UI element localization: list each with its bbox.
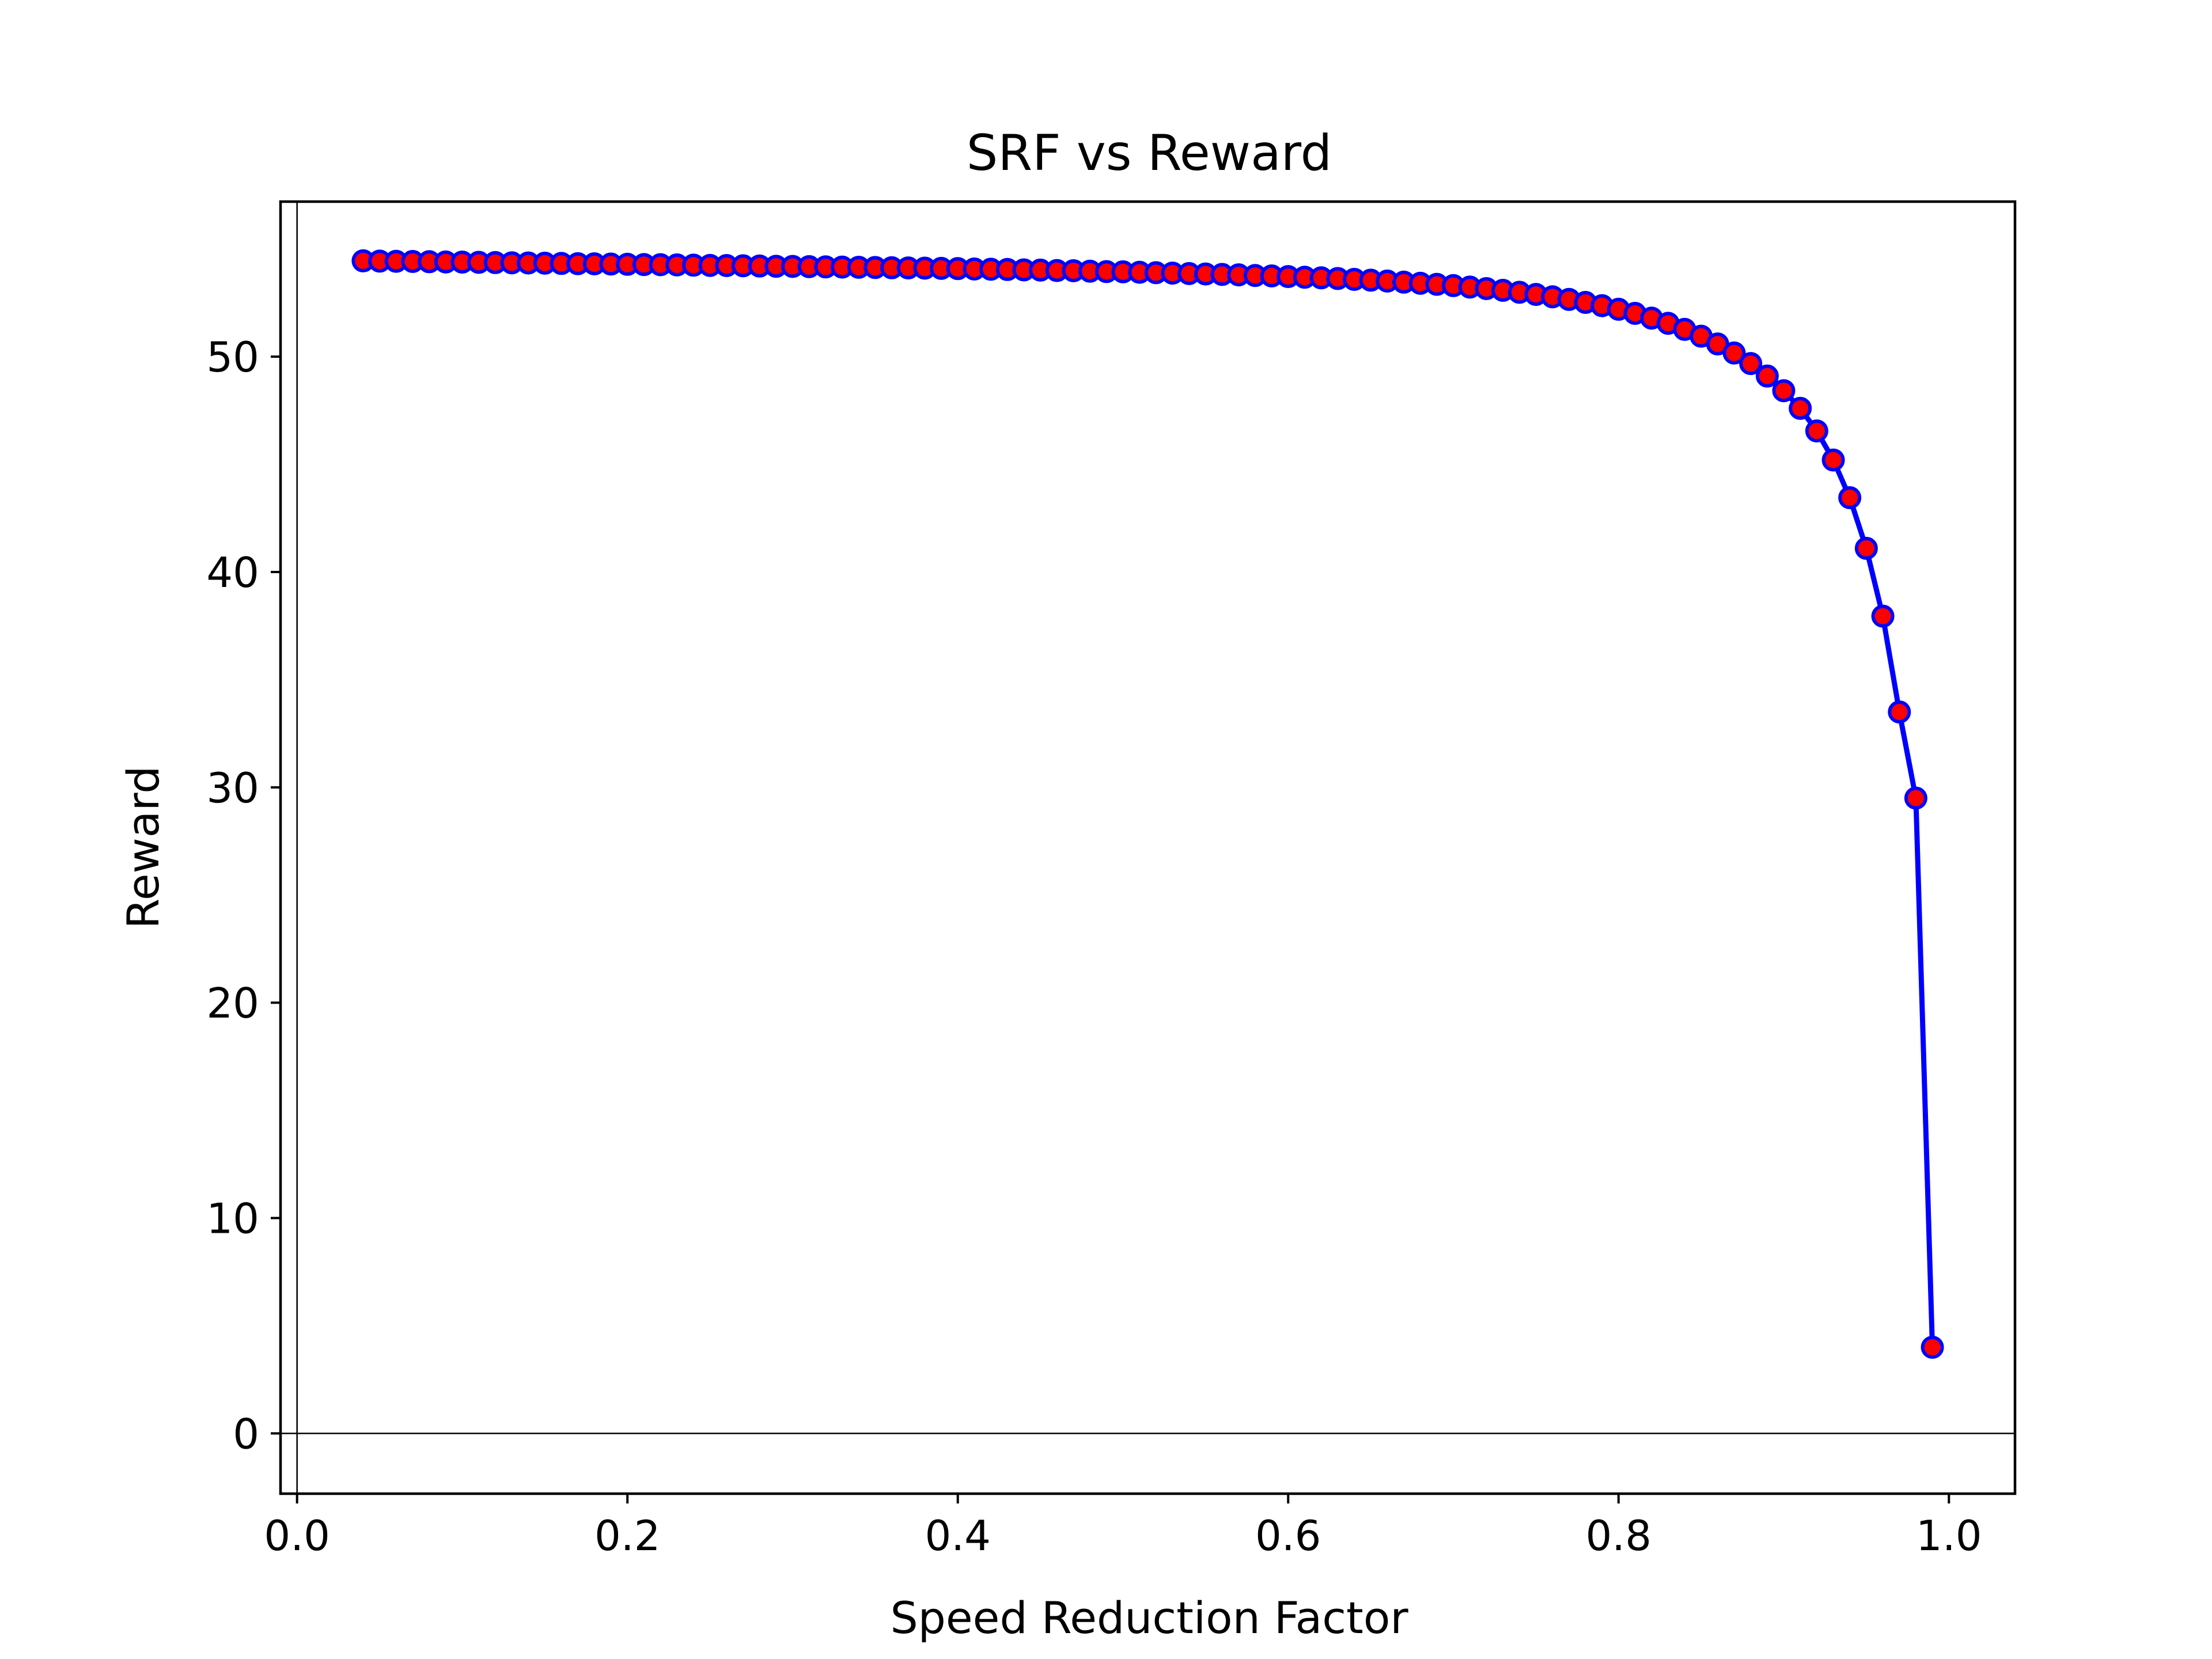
- data-point: [1871, 604, 1895, 628]
- x-axis-label: Speed Reduction Factor: [890, 1592, 1408, 1643]
- data-point: [1821, 448, 1845, 472]
- x-tick-label: 0.0: [264, 1512, 330, 1560]
- data-point: [1921, 1335, 1944, 1359]
- x-tick-label: 0.2: [594, 1512, 661, 1560]
- data-point: [1772, 379, 1796, 403]
- y-axis-label: Reward: [118, 766, 169, 929]
- chart-title: SRF vs Reward: [967, 124, 1332, 182]
- x-tick-label: 1.0: [1916, 1512, 1982, 1560]
- data-point: [1789, 396, 1812, 420]
- data-point: [1722, 341, 1746, 365]
- y-tick-label: 10: [206, 1194, 259, 1243]
- axes-frame: [279, 200, 2017, 1495]
- data-point: [1739, 352, 1763, 376]
- y-tick-label: 0: [233, 1410, 259, 1458]
- y-tick-label: 30: [206, 764, 259, 812]
- x-tick-label: 0.6: [1255, 1512, 1321, 1560]
- x-tick-label: 0.4: [925, 1512, 991, 1560]
- data-point: [1854, 536, 1878, 560]
- plot-area: [281, 202, 2015, 1494]
- y-tick-label: 40: [206, 548, 259, 597]
- y-tick-label: 50: [206, 333, 259, 381]
- data-point: [1838, 486, 1862, 509]
- data-point: [1755, 364, 1779, 388]
- y-tick-label: 20: [206, 979, 259, 1028]
- axis-ticks: 0.0 0.2 0.4 0.6 0.8 1.0 0 10 20 30 40 50: [206, 333, 1982, 1560]
- data-point: [1888, 700, 1911, 724]
- x-tick-label: 0.8: [1586, 1512, 1652, 1560]
- data-point: [1904, 786, 1927, 810]
- data-point: [1805, 419, 1828, 443]
